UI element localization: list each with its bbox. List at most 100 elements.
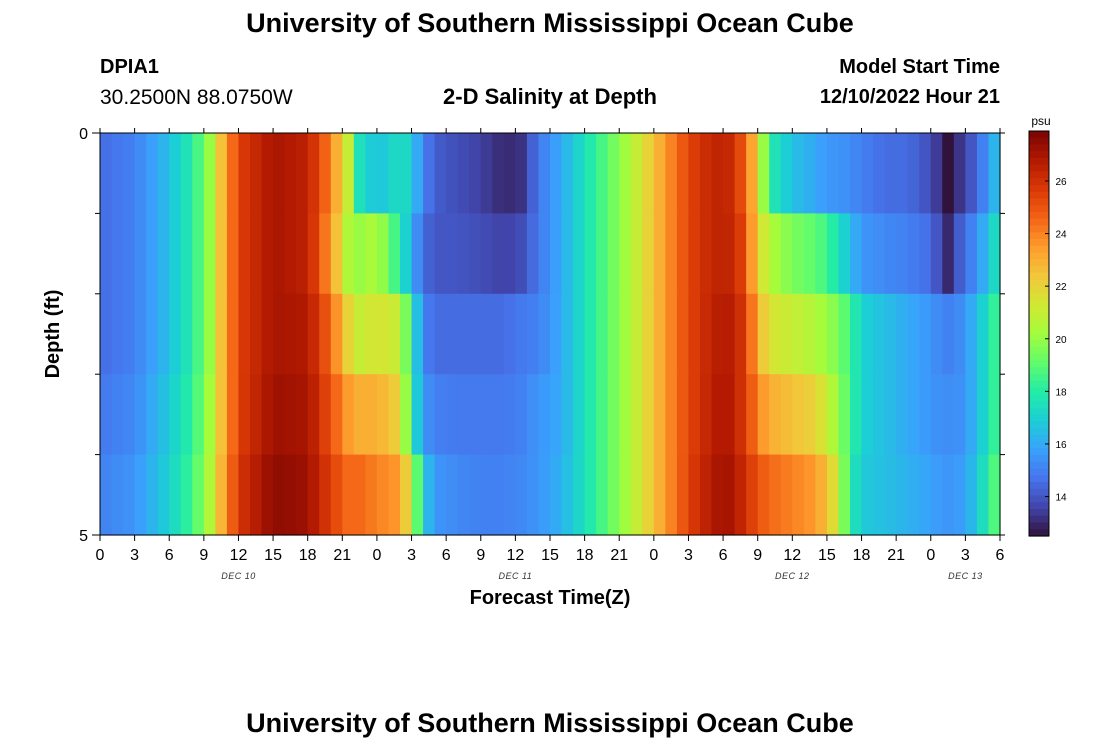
heatmap-cell bbox=[469, 374, 482, 456]
heatmap-cell bbox=[573, 293, 586, 375]
heatmap-cell bbox=[665, 374, 678, 456]
heatmap-cell bbox=[953, 374, 966, 456]
heatmap-cell bbox=[734, 454, 747, 536]
heatmap-cell bbox=[388, 133, 401, 214]
y-tick-label: 5 bbox=[79, 528, 88, 545]
heatmap-cell bbox=[584, 213, 597, 295]
heatmap-cell bbox=[630, 293, 643, 375]
x-tick-label: 0 bbox=[926, 547, 935, 564]
heatmap-cell bbox=[976, 374, 990, 456]
heatmap-cell bbox=[642, 374, 655, 456]
heatmap-cell bbox=[342, 374, 355, 456]
colorbar-segment bbox=[1029, 421, 1049, 429]
heatmap-cell bbox=[400, 213, 413, 295]
day-label: DEC 13 bbox=[948, 571, 983, 581]
heatmap-cell bbox=[157, 454, 170, 536]
heatmap-cell bbox=[792, 374, 805, 456]
heatmap-cell bbox=[734, 213, 747, 295]
heatmap-cell bbox=[169, 374, 182, 456]
colorbar-segment bbox=[1029, 428, 1049, 436]
heatmap-cell bbox=[492, 293, 505, 375]
heatmap-cell bbox=[434, 374, 447, 456]
colorbar-unit: psu bbox=[1031, 114, 1050, 128]
heatmap-cell bbox=[976, 133, 990, 214]
heatmap-cell bbox=[365, 454, 378, 536]
heatmap-cell bbox=[907, 374, 920, 456]
heatmap-cell bbox=[296, 293, 309, 375]
heatmap-cell bbox=[965, 133, 978, 214]
heatmap-cell bbox=[503, 293, 516, 375]
colorbar-segment bbox=[1029, 313, 1049, 321]
heatmap-cell bbox=[215, 293, 228, 375]
heatmap-cell bbox=[423, 454, 436, 536]
heatmap-cell bbox=[480, 213, 493, 295]
heatmap-cell bbox=[538, 293, 551, 375]
colorbar-segment bbox=[1029, 380, 1049, 389]
heatmap-cell bbox=[526, 133, 540, 214]
x-tick-label: 12 bbox=[783, 547, 801, 564]
heatmap-cell bbox=[757, 213, 770, 295]
heatmap-cell bbox=[192, 213, 205, 295]
heatmap-cell bbox=[723, 454, 736, 536]
colorbar-segment bbox=[1029, 482, 1049, 490]
page-title: University of Southern Mississippi Ocean… bbox=[246, 8, 854, 38]
heatmap-cell bbox=[492, 454, 505, 536]
heatmap-cell bbox=[388, 293, 401, 375]
heatmap-cell bbox=[861, 293, 874, 375]
heatmap-cell bbox=[307, 454, 320, 536]
heatmap-cell bbox=[573, 374, 586, 456]
colorbar-segment bbox=[1029, 185, 1049, 193]
colorbar-segment bbox=[1029, 164, 1049, 173]
heatmap-cell bbox=[296, 133, 309, 214]
heatmap-cell bbox=[700, 213, 713, 295]
heatmap-cell bbox=[873, 133, 886, 214]
model-start-label: Model Start Time bbox=[839, 56, 1000, 78]
heatmap-cell bbox=[953, 133, 966, 214]
heatmap-cell bbox=[469, 133, 482, 214]
heatmap-cell bbox=[480, 454, 493, 536]
heatmap-cell bbox=[146, 133, 159, 214]
heatmap-cell bbox=[469, 213, 482, 295]
heatmap-cell bbox=[342, 213, 355, 295]
heatmap-cell bbox=[423, 133, 436, 214]
day-label: DEC 10 bbox=[221, 571, 256, 581]
heatmap-cell bbox=[434, 213, 447, 295]
heatmap-cell bbox=[676, 374, 690, 456]
heatmap-cell bbox=[988, 133, 1001, 214]
heatmap-cell bbox=[653, 374, 666, 456]
colorbar-tick-label: 22 bbox=[1055, 282, 1067, 293]
heatmap-cell bbox=[561, 293, 574, 375]
colorbar-segment bbox=[1029, 387, 1049, 395]
colorbar-segment bbox=[1029, 252, 1049, 260]
x-tick-label: 6 bbox=[719, 547, 728, 564]
heatmap-cell bbox=[446, 293, 459, 375]
colorbar-segment bbox=[1029, 407, 1049, 416]
heatmap-cell bbox=[757, 454, 770, 536]
heatmap-cell bbox=[434, 454, 447, 536]
heatmap-cell bbox=[734, 374, 747, 456]
heatmap-cell bbox=[250, 374, 263, 456]
heatmap-cell bbox=[884, 213, 897, 295]
heatmap-cell bbox=[769, 293, 782, 375]
heatmap-cell bbox=[515, 293, 528, 375]
heatmap-cell bbox=[526, 213, 540, 295]
heatmap-cell bbox=[942, 133, 955, 214]
heatmap-cell bbox=[815, 293, 828, 375]
heatmap-cell bbox=[215, 213, 228, 295]
heatmap-cell bbox=[134, 133, 147, 214]
heatmap-cell bbox=[976, 293, 990, 375]
heatmap-cell bbox=[723, 213, 736, 295]
heatmap-cell bbox=[411, 454, 424, 536]
heatmap-cell bbox=[100, 133, 113, 214]
heatmap-cell bbox=[838, 454, 851, 536]
heatmap-cell bbox=[111, 133, 124, 214]
heatmap-cell bbox=[619, 454, 632, 536]
heatmap-cell bbox=[388, 213, 401, 295]
colorbar-segment bbox=[1029, 394, 1049, 402]
heatmap-cell bbox=[169, 454, 182, 536]
heatmap-cell bbox=[850, 454, 863, 536]
heatmap-cell bbox=[965, 293, 978, 375]
heatmap-cell bbox=[353, 374, 366, 456]
heatmap-cell bbox=[123, 454, 136, 536]
heatmap-cell bbox=[746, 293, 759, 375]
